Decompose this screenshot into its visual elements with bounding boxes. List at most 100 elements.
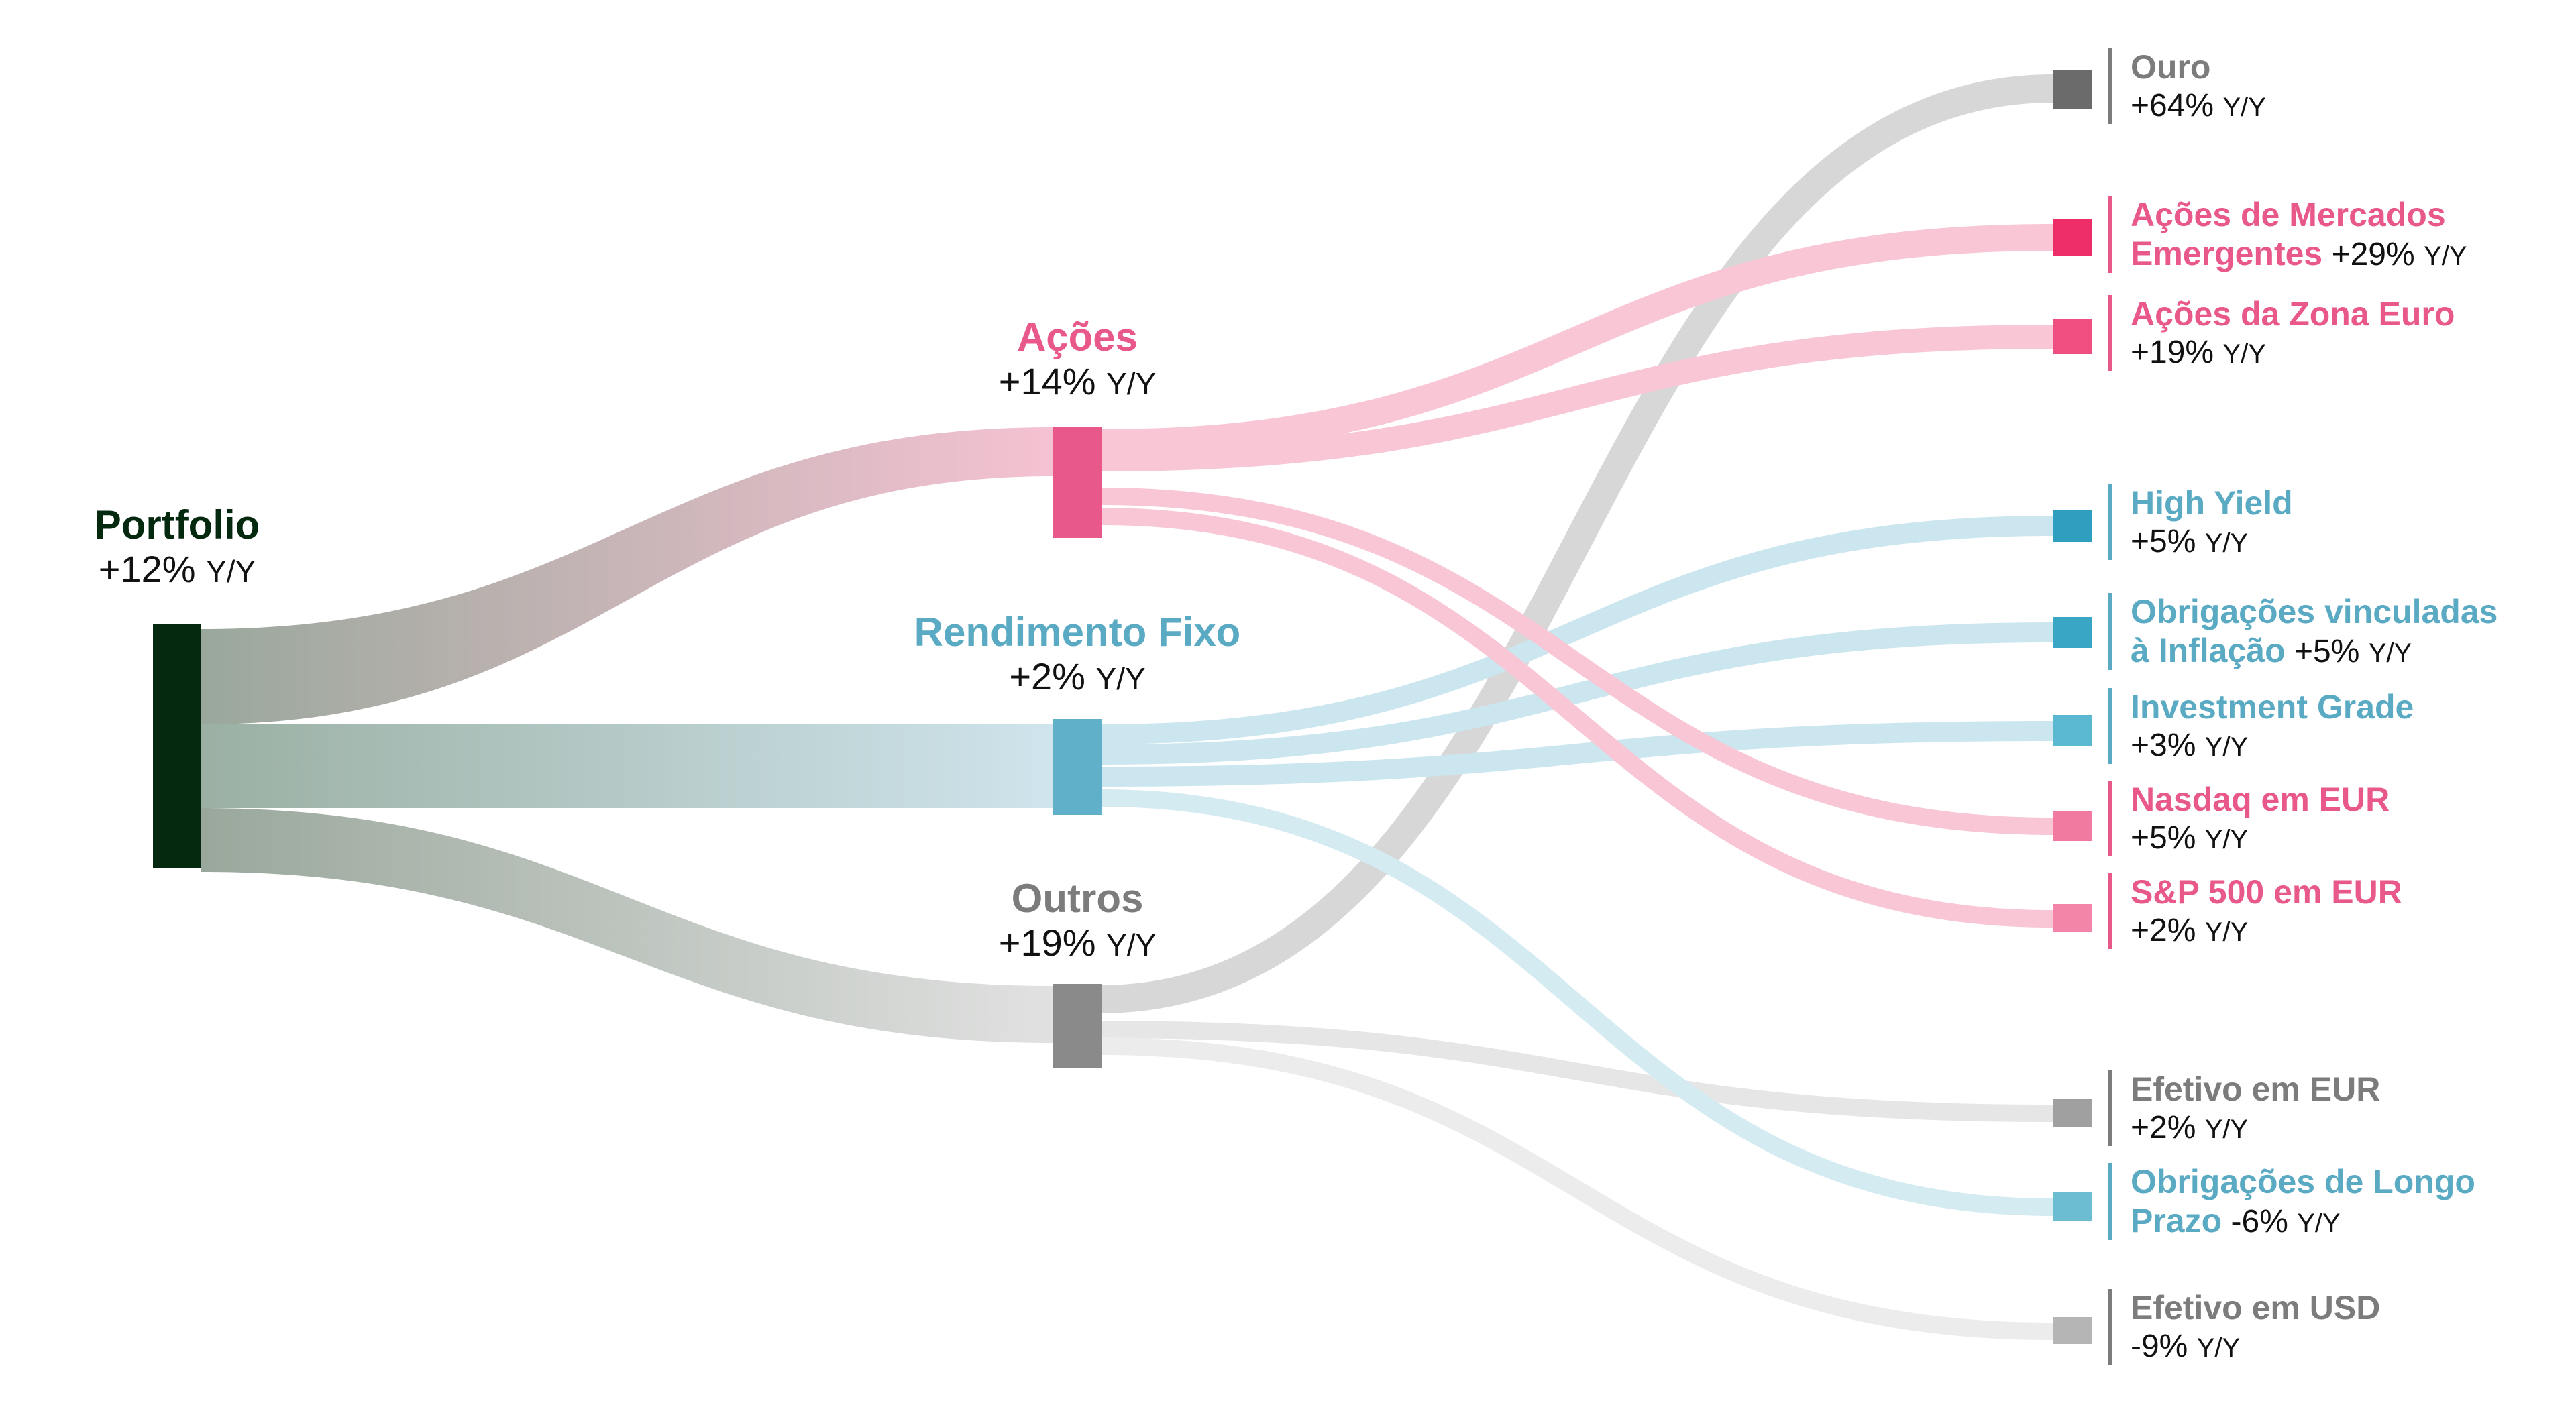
zona-euro-change: +19% bbox=[2131, 334, 2214, 370]
ouro-change: +64% bbox=[2131, 87, 2214, 123]
portfolio-name: Portfolio bbox=[94, 502, 260, 547]
acoes-name: Ações bbox=[1016, 315, 1138, 359]
zona-euro-name: Ações da Zona Euro bbox=[2131, 295, 2455, 333]
node-efetivo-usd bbox=[2053, 1317, 2092, 1344]
node-investment bbox=[2053, 715, 2092, 746]
inflacao-unit: Y/Y bbox=[2368, 638, 2412, 668]
rendimento-name: Rendimento Fixo bbox=[914, 610, 1241, 655]
outros-name: Outros bbox=[1011, 876, 1144, 921]
sp500-change: +2% bbox=[2131, 912, 2196, 948]
zona-euro-change-line: +19% Y/Y bbox=[2131, 334, 2455, 371]
label-ouro: Ouro +64% Y/Y bbox=[2108, 48, 2266, 124]
flow-portfolio-rendimento bbox=[201, 724, 1053, 808]
acoes-unit: Y/Y bbox=[1106, 366, 1157, 401]
flow-outros-efetivo-usd bbox=[1099, 1037, 2053, 1340]
rendimento-change-line: +2% Y/Y bbox=[914, 655, 1241, 698]
label-efetivo-eur: Efetivo em EUR +2% Y/Y bbox=[2108, 1070, 2380, 1146]
longo-prazo-name-line1: Obrigações de Longo bbox=[2131, 1163, 2475, 1200]
flow-rend-longo-prazo bbox=[1099, 789, 2053, 1216]
inflacao-name-line2: à Inflação bbox=[2131, 631, 2286, 669]
label-outros: Outros +19% Y/Y bbox=[999, 875, 1157, 964]
label-longo-prazo: Obrigações de Longo Prazo -6% Y/Y bbox=[2108, 1163, 2475, 1240]
outros-change: +19% bbox=[998, 921, 1096, 964]
high-yield-change: +5% bbox=[2131, 523, 2196, 559]
longo-prazo-name-line2: Prazo bbox=[2131, 1201, 2222, 1239]
acoes-change-line: +14% Y/Y bbox=[999, 360, 1157, 403]
flow-portfolio-acoes bbox=[201, 427, 1053, 724]
label-high-yield: High Yield +5% Y/Y bbox=[2108, 484, 2293, 560]
sp500-change-line: +2% Y/Y bbox=[2131, 912, 2402, 949]
node-high-yield bbox=[2053, 510, 2092, 542]
node-portfolio bbox=[153, 624, 201, 868]
flow-portfolio-outros bbox=[201, 808, 1053, 1043]
flow-rend-high-yield bbox=[1099, 516, 2053, 744]
label-sp500: S&P 500 em EUR +2% Y/Y bbox=[2108, 873, 2402, 949]
emergentes-name-line2: Emergentes bbox=[2131, 234, 2323, 272]
flow-rend-inflacao bbox=[1099, 622, 2053, 765]
portfolio-unit: Y/Y bbox=[206, 554, 256, 589]
flow-acoes-nasdaq bbox=[1099, 488, 2053, 835]
node-efetivo-eur bbox=[2053, 1099, 2092, 1127]
emergentes-line2: Emergentes +29% Y/Y bbox=[2131, 235, 2467, 274]
inflacao-change: +5% bbox=[2294, 633, 2360, 669]
high-yield-change-line: +5% Y/Y bbox=[2131, 523, 2293, 560]
acoes-change: +14% bbox=[998, 360, 1096, 402]
node-inflacao bbox=[2053, 617, 2092, 648]
ouro-name: Ouro bbox=[2131, 48, 2211, 86]
efetivo-eur-change-line: +2% Y/Y bbox=[2131, 1109, 2380, 1146]
longo-prazo-line2: Prazo -6% Y/Y bbox=[2131, 1202, 2475, 1241]
efetivo-usd-change-line: -9% Y/Y bbox=[2131, 1328, 2380, 1365]
portfolio-change-line: +12% Y/Y bbox=[95, 548, 260, 591]
outros-unit: Y/Y bbox=[1106, 928, 1157, 962]
sp500-name: S&P 500 em EUR bbox=[2131, 873, 2402, 911]
efetivo-usd-unit: Y/Y bbox=[2196, 1333, 2241, 1363]
label-rendimento: Rendimento Fixo +2% Y/Y bbox=[914, 609, 1241, 698]
investment-change-line: +3% Y/Y bbox=[2131, 727, 2414, 764]
longo-prazo-unit: Y/Y bbox=[2297, 1208, 2341, 1238]
rendimento-change: +2% bbox=[1009, 655, 1085, 697]
flow-acoes-zona-euro bbox=[1099, 325, 2053, 471]
investment-name: Investment Grade bbox=[2131, 688, 2414, 726]
efetivo-eur-change: +2% bbox=[2131, 1109, 2196, 1145]
longo-prazo-change: -6% bbox=[2231, 1203, 2288, 1239]
label-investment: Investment Grade +3% Y/Y bbox=[2108, 688, 2414, 764]
node-nasdaq bbox=[2053, 811, 2092, 841]
efetivo-eur-unit: Y/Y bbox=[2204, 1114, 2249, 1144]
sp500-unit: Y/Y bbox=[2204, 917, 2249, 947]
node-zona-euro bbox=[2053, 319, 2092, 354]
node-rendimento bbox=[1053, 719, 1102, 815]
zona-euro-unit: Y/Y bbox=[2222, 339, 2266, 369]
portfolio-change: +12% bbox=[98, 548, 196, 590]
label-emergentes: Ações de Mercados Emergentes +29% Y/Y bbox=[2108, 196, 2467, 273]
node-emergentes bbox=[2053, 219, 2092, 256]
investment-change: +3% bbox=[2131, 727, 2196, 763]
flow-outros-ouro bbox=[1099, 74, 2053, 1013]
flow-acoes-emergentes bbox=[1099, 224, 2053, 456]
nasdaq-name: Nasdaq em EUR bbox=[2131, 781, 2390, 818]
efetivo-usd-change: -9% bbox=[2131, 1328, 2188, 1364]
flow-acoes-sp500 bbox=[1099, 508, 2053, 928]
inflacao-name-line1: Obrigações vinculadas bbox=[2131, 593, 2498, 630]
label-nasdaq: Nasdaq em EUR +5% Y/Y bbox=[2108, 781, 2390, 856]
flow-rend-investment bbox=[1099, 721, 2053, 787]
rendimento-unit: Y/Y bbox=[1095, 661, 1146, 696]
efetivo-usd-name: Efetivo em USD bbox=[2131, 1289, 2381, 1327]
ouro-change-line: +64% Y/Y bbox=[2131, 87, 2266, 124]
emergentes-unit: Y/Y bbox=[2424, 241, 2467, 271]
nasdaq-change-line: +5% Y/Y bbox=[2131, 820, 2390, 856]
outros-change-line: +19% Y/Y bbox=[999, 921, 1157, 964]
high-yield-unit: Y/Y bbox=[2204, 528, 2249, 558]
node-acoes bbox=[1053, 427, 1102, 538]
high-yield-name: High Yield bbox=[2131, 484, 2293, 522]
label-inflacao: Obrigações vinculadas à Inflação +5% Y/Y bbox=[2108, 593, 2498, 670]
nasdaq-unit: Y/Y bbox=[2204, 824, 2249, 854]
efetivo-eur-name: Efetivo em EUR bbox=[2131, 1070, 2381, 1108]
node-ouro bbox=[2053, 70, 2092, 109]
emergentes-name-line1: Ações de Mercados bbox=[2131, 196, 2446, 233]
label-portfolio: Portfolio +12% Y/Y bbox=[95, 502, 260, 591]
node-longo-prazo bbox=[2053, 1192, 2092, 1221]
investment-unit: Y/Y bbox=[2204, 732, 2249, 762]
inflacao-line2: à Inflação +5% Y/Y bbox=[2131, 632, 2498, 671]
emergentes-change: +29% bbox=[2331, 236, 2415, 272]
